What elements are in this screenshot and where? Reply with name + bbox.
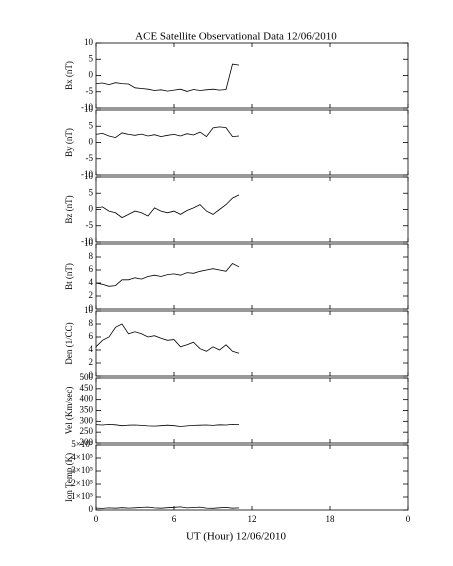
y-tick-label: 0	[89, 370, 94, 380]
y-tick-label: 5×10⁵	[71, 439, 93, 449]
x-tick-label: 18	[326, 514, 336, 524]
data-line	[95, 323, 240, 354]
y-tick-label: 10	[84, 238, 94, 248]
y-axis-label: Bt (nT)	[64, 263, 74, 290]
figure-title: ACE Satellite Observational Data 12/06/2…	[135, 31, 337, 43]
y-tick-label: 200	[80, 437, 94, 447]
y-tick-label: 6	[89, 264, 94, 274]
y-axis-label: Bz (nT)	[64, 195, 74, 223]
y-tick-label: 2	[89, 290, 94, 300]
y-tick-label: 0	[89, 204, 94, 214]
y-tick-label: 5	[89, 120, 94, 130]
y-tick-label: -10	[81, 236, 93, 246]
y-axis-label: Ion Temp (K)	[64, 453, 74, 502]
y-tick-label: -5	[86, 86, 94, 96]
x-tick-label: 6	[172, 514, 177, 524]
panel-frame	[95, 109, 409, 176]
y-tick-label: 0	[89, 137, 94, 147]
y-tick-label: 500	[80, 372, 94, 382]
y-tick-label: 10	[84, 104, 94, 114]
x-tick-label: 0	[94, 514, 99, 524]
y-tick-label: 350	[80, 405, 94, 415]
panel-frame	[95, 243, 409, 310]
y-axis-label: By (nT)	[64, 128, 74, 157]
data-line	[95, 126, 240, 139]
x-axis-label: UT (Hour) 12/06/2010	[186, 531, 287, 543]
y-axis-label: Bx (nT)	[64, 61, 74, 90]
y-tick-label: 300	[80, 415, 94, 425]
y-tick-label: 400	[80, 394, 94, 404]
y-tick-label: 5	[89, 187, 94, 197]
y-tick-label: -10	[81, 102, 93, 112]
y-tick-label: 250	[80, 426, 94, 436]
y-tick-label: -5	[86, 153, 94, 163]
panel-frame	[95, 42, 409, 109]
panel-frame	[95, 176, 409, 243]
panel-frame	[95, 377, 409, 444]
y-tick-label: 4	[89, 344, 94, 354]
y-tick-label: 10	[84, 37, 94, 47]
y-tick-label: 0	[89, 303, 94, 313]
y-tick-label: -5	[86, 220, 94, 230]
y-tick-label: 4×10⁵	[71, 452, 93, 462]
x-tick-label: 12	[248, 514, 257, 524]
data-line	[95, 63, 240, 92]
y-tick-label: 450	[80, 383, 94, 393]
y-tick-label: 8	[89, 251, 94, 261]
data-line	[95, 262, 240, 287]
data-line	[95, 194, 240, 219]
y-tick-label: 4	[89, 277, 94, 287]
x-tick-label: 0	[406, 514, 411, 524]
y-axis-label: Vel (Km/sec)	[64, 387, 74, 435]
y-axis-label: Den (1/CC)	[64, 322, 74, 364]
data-line	[95, 423, 240, 427]
y-tick-label: 0	[89, 70, 94, 80]
y-tick-label: 0	[89, 504, 94, 514]
y-tick-label: 10	[84, 171, 94, 181]
y-tick-label: 8	[89, 318, 94, 328]
y-tick-label: 5	[89, 53, 94, 63]
y-tick-label: 3×10⁵	[71, 465, 93, 475]
y-tick-label: 10	[84, 305, 94, 315]
panel-frame	[95, 310, 409, 377]
data-line	[95, 506, 240, 509]
y-tick-label: 2×10⁵	[71, 478, 93, 488]
y-tick-label: 6	[89, 331, 94, 341]
y-tick-label: 1×10⁵	[71, 491, 93, 501]
panel-frame	[95, 444, 409, 511]
y-tick-label: -10	[81, 169, 93, 179]
y-tick-label: 2	[89, 357, 94, 367]
